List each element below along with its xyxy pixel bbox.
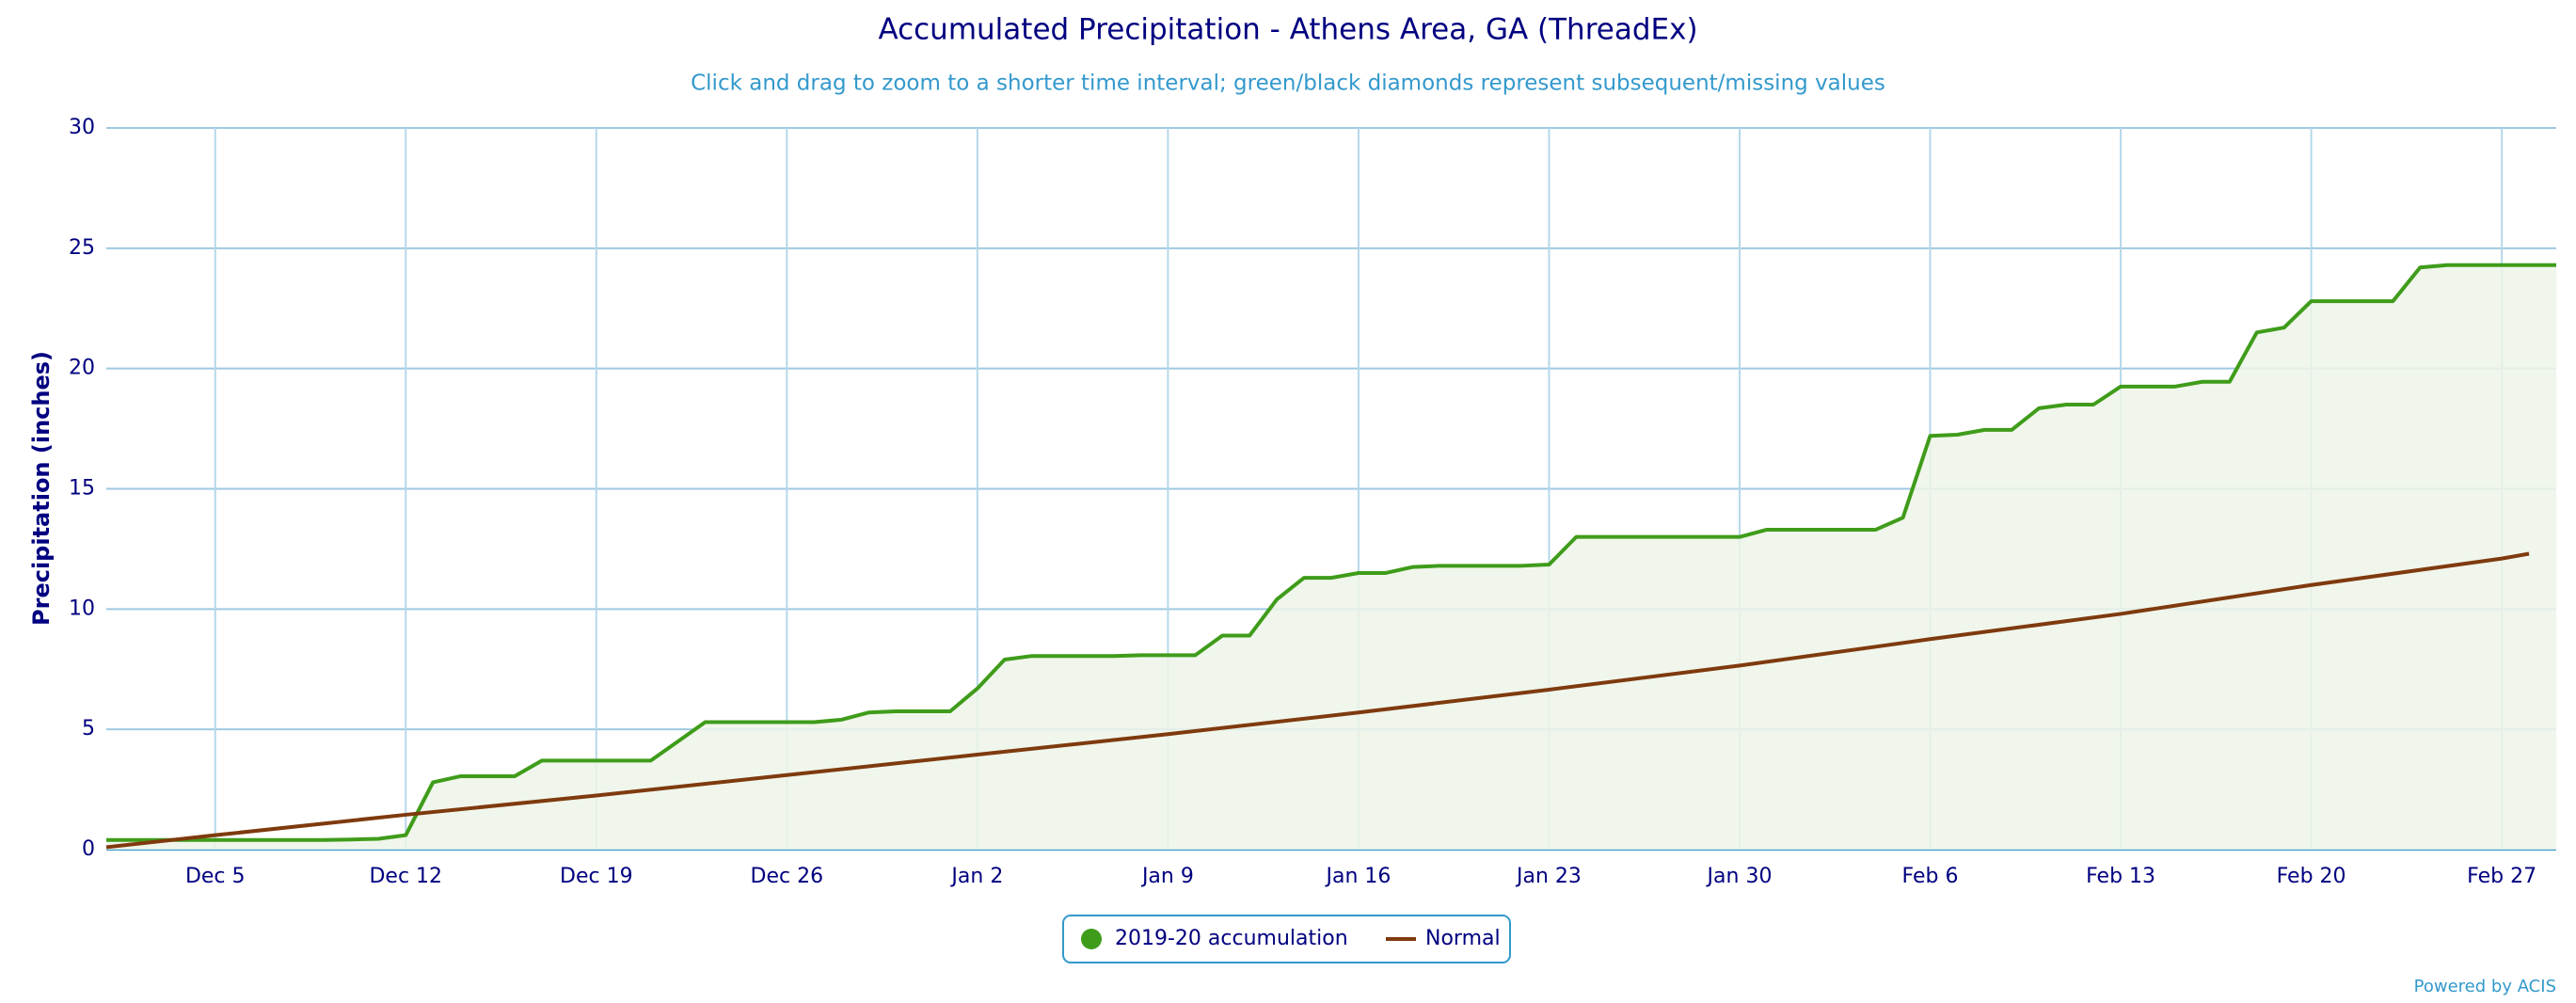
x-tick-label: Dec 12 [369,865,442,888]
y-tick-label: 30 [69,116,95,139]
series-line [105,551,2530,850]
y-tick-label: 15 [69,477,95,501]
legend-label: Normal [1425,927,1501,950]
chart-subtitle: Click and drag to zoom to a shorter time… [691,72,1885,96]
x-tick-label: Jan 16 [1324,865,1391,888]
series-line [106,263,2556,842]
x-tick-label: Feb 20 [2277,865,2346,888]
y-tick-label: 0 [82,837,95,861]
chart-title: Accumulated Precipitation - Athens Area,… [878,13,1697,47]
y-axis-title: Precipitation (inches) [28,351,55,626]
x-tick-label: Jan 2 [949,865,1003,888]
x-tick-label: Jan 23 [1515,865,1582,888]
x-tick-label: Feb 13 [2086,865,2155,888]
y-tick-label: 5 [82,717,95,740]
x-tick-label: Feb 6 [1902,865,1959,888]
x-tick-label: Dec 26 [751,865,824,888]
x-tick-label: Dec 19 [560,865,633,888]
y-tick-label: 10 [69,597,95,620]
legend-box [1062,915,1511,963]
credit: Powered by ACIS [2414,977,2556,996]
y-tick-label: 25 [69,236,95,260]
x-tick-label: Feb 27 [2467,865,2536,888]
area [106,264,2556,851]
x-tick-label: Dec 5 [185,865,246,888]
x-tick-label: Jan 9 [1140,865,1194,888]
y-tick-label: 20 [69,357,95,380]
legend-marker [1081,929,1102,949]
legend-label: 2019-20 accumulation [1115,927,1348,950]
x-tick-label: Jan 30 [1706,865,1773,888]
